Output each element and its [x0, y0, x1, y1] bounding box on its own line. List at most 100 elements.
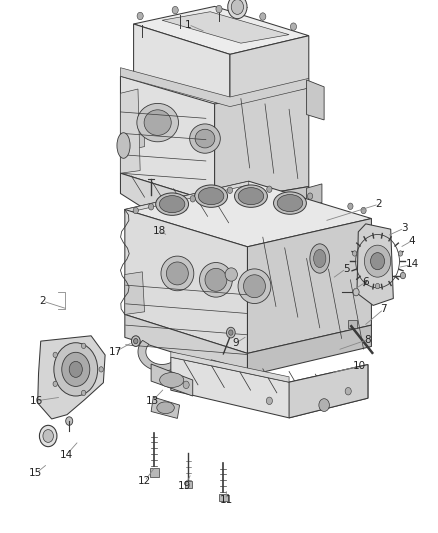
- Polygon shape: [289, 365, 368, 418]
- Text: 3: 3: [401, 223, 408, 233]
- Polygon shape: [348, 320, 357, 328]
- Text: 2: 2: [39, 296, 46, 306]
- Ellipse shape: [190, 124, 220, 154]
- Ellipse shape: [234, 185, 267, 207]
- Text: 5: 5: [343, 264, 350, 273]
- Circle shape: [260, 13, 266, 20]
- Circle shape: [371, 253, 385, 270]
- Ellipse shape: [194, 185, 228, 207]
- Circle shape: [216, 5, 222, 13]
- Ellipse shape: [198, 188, 224, 205]
- Ellipse shape: [159, 373, 184, 387]
- Circle shape: [172, 6, 178, 14]
- Circle shape: [267, 186, 272, 192]
- Text: 14: 14: [60, 450, 73, 459]
- Polygon shape: [125, 181, 371, 247]
- Text: 6: 6: [362, 277, 369, 287]
- Ellipse shape: [277, 195, 303, 212]
- Circle shape: [348, 203, 353, 209]
- Text: 2: 2: [375, 199, 382, 209]
- Text: 18: 18: [152, 226, 166, 236]
- Circle shape: [307, 193, 313, 199]
- Ellipse shape: [144, 110, 171, 135]
- Polygon shape: [120, 173, 215, 228]
- Ellipse shape: [310, 244, 330, 273]
- Polygon shape: [151, 364, 193, 396]
- Circle shape: [228, 0, 247, 19]
- Circle shape: [62, 352, 90, 386]
- Text: 10: 10: [353, 361, 366, 371]
- Circle shape: [229, 330, 233, 335]
- Ellipse shape: [137, 103, 179, 142]
- Circle shape: [400, 272, 406, 279]
- Polygon shape: [230, 36, 309, 107]
- Circle shape: [345, 387, 351, 395]
- Circle shape: [81, 390, 86, 395]
- Ellipse shape: [159, 196, 185, 213]
- Polygon shape: [125, 272, 145, 314]
- Circle shape: [183, 381, 189, 389]
- Polygon shape: [120, 76, 215, 203]
- Circle shape: [133, 207, 138, 214]
- Circle shape: [53, 381, 57, 386]
- Circle shape: [190, 196, 195, 202]
- Ellipse shape: [156, 193, 189, 215]
- Circle shape: [227, 187, 233, 193]
- Circle shape: [131, 336, 140, 346]
- Text: 17: 17: [109, 347, 122, 357]
- Polygon shape: [215, 187, 309, 224]
- Circle shape: [99, 367, 103, 372]
- Ellipse shape: [157, 402, 174, 414]
- Polygon shape: [247, 325, 371, 376]
- Ellipse shape: [238, 269, 271, 304]
- Ellipse shape: [225, 268, 237, 281]
- Text: 8: 8: [364, 335, 371, 344]
- Circle shape: [39, 425, 57, 447]
- Polygon shape: [138, 341, 181, 371]
- Circle shape: [54, 343, 98, 396]
- Text: 11: 11: [219, 495, 233, 505]
- Polygon shape: [134, 6, 309, 54]
- Circle shape: [137, 12, 143, 20]
- Polygon shape: [307, 80, 324, 120]
- Circle shape: [81, 343, 86, 349]
- Circle shape: [53, 352, 57, 358]
- Text: 15: 15: [29, 469, 42, 478]
- Circle shape: [66, 417, 73, 425]
- Polygon shape: [307, 184, 322, 207]
- Circle shape: [43, 430, 53, 442]
- Polygon shape: [208, 360, 227, 380]
- Polygon shape: [38, 336, 105, 419]
- Text: 9: 9: [232, 338, 239, 348]
- Text: 14: 14: [406, 260, 419, 269]
- Polygon shape: [134, 24, 230, 107]
- Polygon shape: [125, 181, 249, 213]
- Text: 13: 13: [146, 396, 159, 406]
- Circle shape: [364, 245, 391, 277]
- Polygon shape: [215, 88, 309, 203]
- Ellipse shape: [244, 275, 265, 297]
- Ellipse shape: [199, 263, 232, 297]
- Polygon shape: [151, 397, 180, 418]
- Circle shape: [398, 251, 403, 256]
- Polygon shape: [357, 224, 393, 305]
- Text: 19: 19: [178, 481, 191, 491]
- Circle shape: [290, 23, 297, 30]
- Circle shape: [226, 327, 235, 338]
- Polygon shape: [219, 494, 228, 501]
- Ellipse shape: [161, 256, 194, 291]
- Circle shape: [375, 284, 380, 289]
- Ellipse shape: [273, 192, 307, 214]
- Circle shape: [353, 288, 359, 296]
- Polygon shape: [120, 89, 140, 173]
- Circle shape: [266, 397, 272, 405]
- Polygon shape: [185, 481, 192, 488]
- Polygon shape: [162, 12, 289, 43]
- Polygon shape: [125, 209, 247, 353]
- Ellipse shape: [117, 133, 130, 158]
- Ellipse shape: [238, 188, 264, 205]
- Circle shape: [361, 207, 366, 214]
- Polygon shape: [171, 357, 368, 418]
- Ellipse shape: [205, 269, 227, 291]
- Circle shape: [69, 361, 82, 377]
